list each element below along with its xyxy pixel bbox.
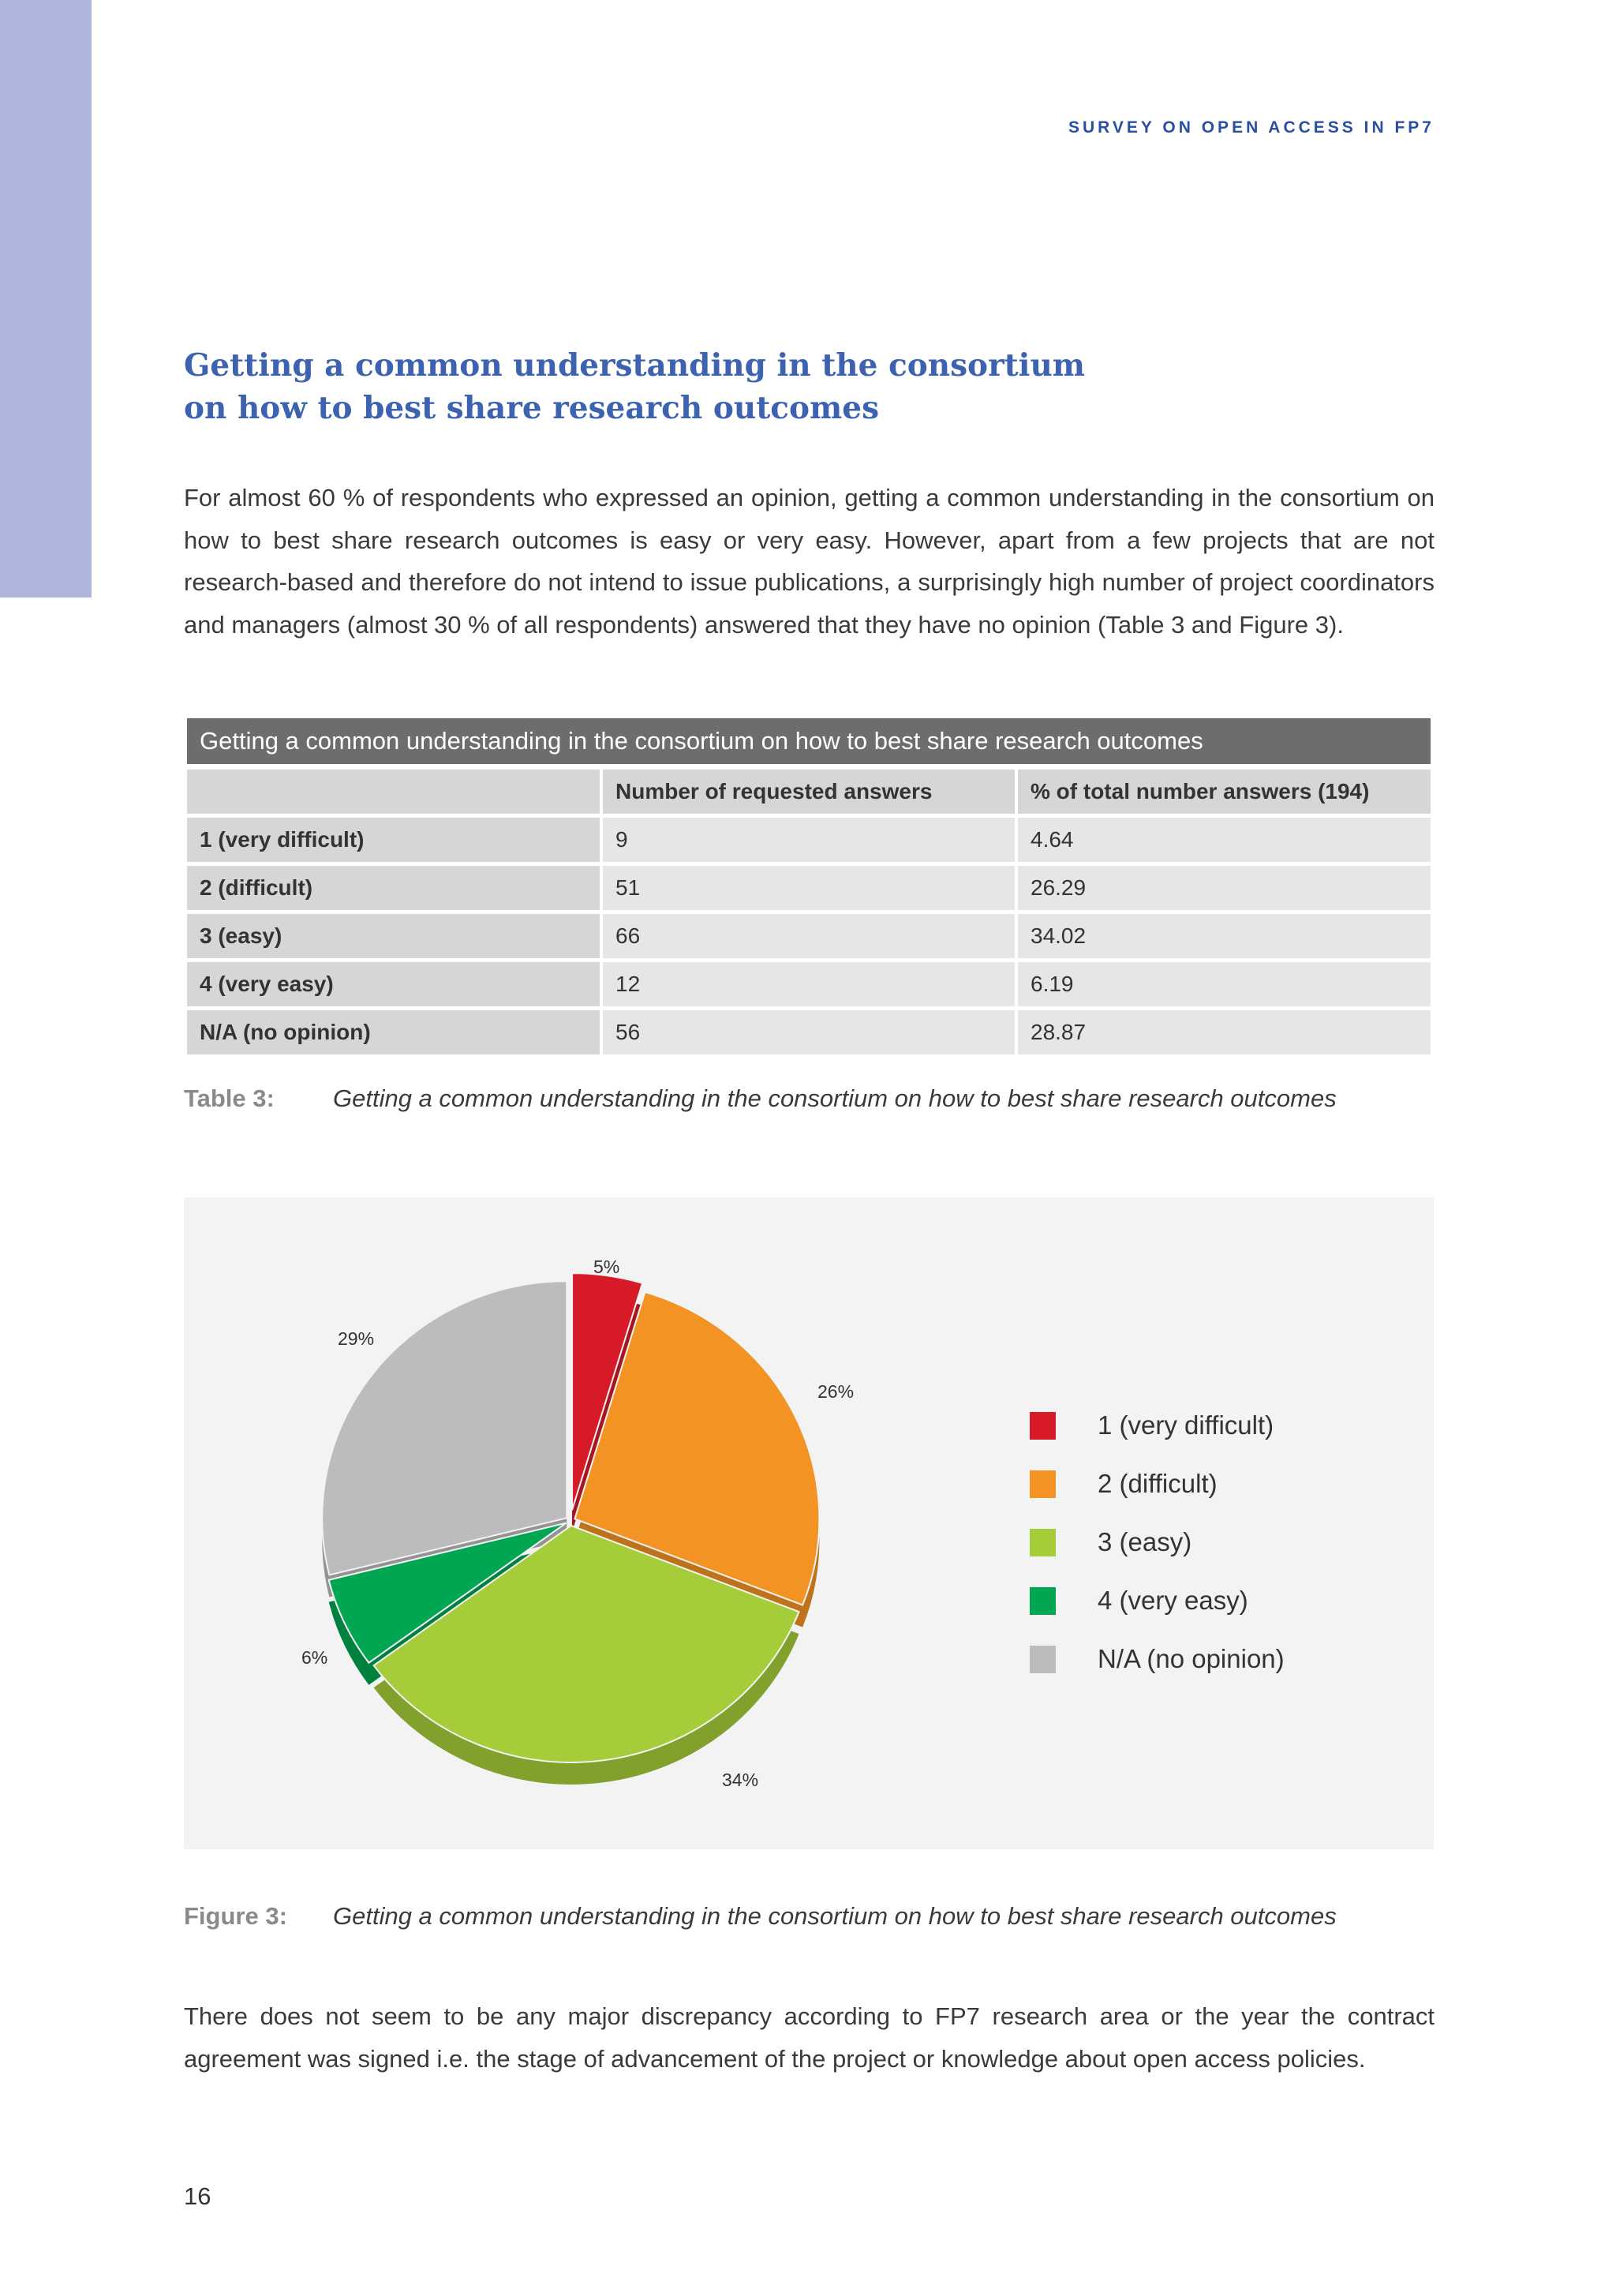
legend-label: 3 (easy)	[1098, 1527, 1192, 1556]
legend-item: 2 (difficult)	[1030, 1469, 1218, 1499]
pie-slice-1	[574, 1290, 821, 1606]
figure-caption: Figure 3: Getting a common understanding …	[184, 1902, 1337, 1931]
legend-item: 1 (very difficult)	[1030, 1410, 1274, 1440]
legend-label: 1 (very difficult)	[1098, 1410, 1274, 1440]
data-label-very-difficult: 5%	[593, 1257, 620, 1277]
results-table: Number of requested answers % of total n…	[187, 770, 1431, 1058]
pie-svg	[321, 1272, 821, 1785]
percent-cell: 4.64	[1018, 818, 1431, 862]
data-label-easy: 34%	[722, 1770, 759, 1790]
row-label: 3 (easy)	[187, 914, 600, 958]
table-header-row: Number of requested answers % of total n…	[187, 770, 1431, 814]
row-label: 4 (very easy)	[187, 962, 600, 1006]
page-number: 16	[184, 2182, 211, 2210]
pie-slice-2	[372, 1524, 800, 1763]
legend-item: 3 (easy)	[1030, 1527, 1191, 1557]
count-cell: 66	[603, 914, 1015, 958]
table-row: N/A (no opinion) 56 28.87	[187, 1010, 1431, 1054]
row-label: N/A (no opinion)	[187, 1010, 600, 1054]
percent-cell: 28.87	[1018, 1010, 1431, 1054]
legend-item: 4 (very easy)	[1030, 1586, 1248, 1616]
data-label-difficult: 26%	[817, 1381, 855, 1402]
running-header: SURVEY ON OPEN ACCESS IN FP7	[1068, 118, 1435, 137]
percent-cell: 26.29	[1018, 866, 1431, 910]
side-color-band	[0, 0, 92, 597]
table-title: Getting a common understanding in the co…	[187, 718, 1431, 764]
table-row: 1 (very difficult) 9 4.64	[187, 818, 1431, 862]
legend-swatch	[1030, 1411, 1056, 1440]
table-row: 4 (very easy) 12 6.19	[187, 962, 1431, 1006]
legend-swatch	[1030, 1528, 1056, 1556]
figure-caption-text: Getting a common understanding in the co…	[333, 1902, 1337, 1930]
header-cell	[187, 770, 600, 814]
count-cell: 9	[603, 818, 1015, 862]
data-label-no-opinion: 29%	[338, 1328, 375, 1349]
section-heading: Getting a common understanding in the co…	[184, 347, 1086, 426]
closing-paragraph: There does not seem to be any major disc…	[184, 2002, 1435, 2073]
legend-label: N/A (no opinion)	[1098, 1644, 1285, 1673]
count-cell: 51	[603, 866, 1015, 910]
pie-slice-0	[571, 1272, 644, 1511]
header-cell: Number of requested answers	[603, 770, 1015, 814]
legend-swatch	[1030, 1470, 1056, 1498]
count-cell: 12	[603, 962, 1015, 1006]
row-label: 2 (difficult)	[187, 866, 600, 910]
figure-caption-label: Figure 3:	[184, 1902, 287, 1930]
pie-slice-4	[321, 1280, 568, 1576]
pie-chart: 5% 26% 34% 6% 29% 1 (very difficult) 2 (…	[184, 1197, 1434, 1849]
legend-label: 4 (very easy)	[1098, 1586, 1248, 1615]
data-label-very-easy: 6%	[301, 1647, 328, 1668]
percent-cell: 34.02	[1018, 914, 1431, 958]
intro-paragraph: For almost 60 % of respondents who expre…	[184, 484, 1435, 639]
header-cell: % of total number answers (194)	[1018, 770, 1431, 814]
legend-item: N/A (no opinion)	[1030, 1644, 1285, 1674]
table-row: 2 (difficult) 51 26.29	[187, 866, 1431, 910]
legend-label: 2 (difficult)	[1098, 1469, 1218, 1498]
table-row: 3 (easy) 66 34.02	[187, 914, 1431, 958]
percent-cell: 6.19	[1018, 962, 1431, 1006]
table-caption: Table 3: Getting a common understanding i…	[184, 1084, 1337, 1113]
row-label: 1 (very difficult)	[187, 818, 600, 862]
legend-swatch	[1030, 1645, 1056, 1673]
count-cell: 56	[603, 1010, 1015, 1054]
table-caption-label: Table 3:	[184, 1084, 275, 1112]
table-caption-text: Getting a common understanding in the co…	[333, 1084, 1337, 1112]
legend-swatch	[1030, 1586, 1056, 1615]
pie-slice-3	[327, 1522, 567, 1665]
